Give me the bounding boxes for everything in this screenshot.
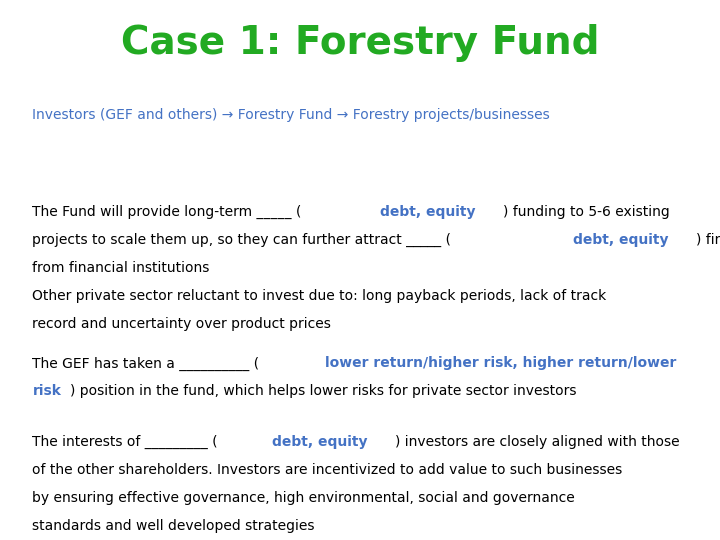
- Text: Case 1: Forestry Fund: Case 1: Forestry Fund: [121, 24, 599, 62]
- Text: from financial institutions: from financial institutions: [32, 261, 210, 275]
- Text: projects to scale them up, so they can further attract _____ (: projects to scale them up, so they can f…: [32, 233, 451, 247]
- Text: ) position in the fund, which helps lower risks for private sector investors: ) position in the fund, which helps lowe…: [70, 384, 576, 399]
- Text: of the other shareholders. Investors are incentivized to add value to such busin: of the other shareholders. Investors are…: [32, 463, 623, 477]
- Text: standards and well developed strategies: standards and well developed strategies: [32, 519, 315, 533]
- Text: ) financing: ) financing: [696, 233, 720, 247]
- Text: debt, equity: debt, equity: [380, 205, 475, 219]
- Text: by ensuring effective governance, high environmental, social and governance: by ensuring effective governance, high e…: [32, 491, 575, 505]
- Text: The GEF has taken a __________ (: The GEF has taken a __________ (: [32, 356, 259, 370]
- Text: ) funding to 5-6 existing: ) funding to 5-6 existing: [503, 205, 670, 219]
- Text: record and uncertainty over product prices: record and uncertainty over product pric…: [32, 317, 331, 331]
- Text: risk: risk: [32, 384, 61, 399]
- Text: ) investors are closely aligned with those: ) investors are closely aligned with tho…: [395, 435, 680, 449]
- Text: The interests of _________ (: The interests of _________ (: [32, 435, 218, 449]
- Text: debt, equity: debt, equity: [573, 233, 669, 247]
- Text: Other private sector reluctant to invest due to: long payback periods, lack of t: Other private sector reluctant to invest…: [32, 289, 607, 303]
- Text: The Fund will provide long-term _____ (: The Fund will provide long-term _____ (: [32, 205, 302, 219]
- Text: lower return/higher risk, higher return/lower: lower return/higher risk, higher return/…: [325, 356, 677, 370]
- Text: Investors (GEF and others) → Forestry Fund → Forestry projects/businesses: Investors (GEF and others) → Forestry Fu…: [32, 108, 550, 122]
- Text: debt, equity: debt, equity: [272, 435, 367, 449]
